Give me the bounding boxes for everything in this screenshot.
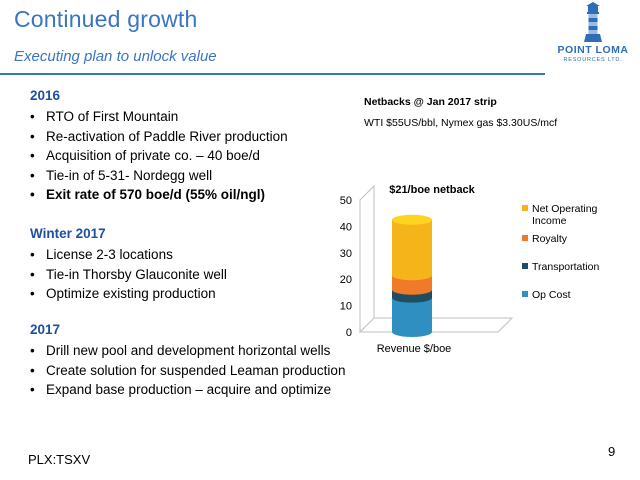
y-tick-label: 20	[340, 274, 352, 286]
chart-title: Netbacks @ Jan 2017 strip	[364, 96, 497, 108]
legend-label: Net Operating	[532, 203, 598, 215]
list-item: Optimize existing production	[30, 284, 227, 304]
list-item: Tie-in Thorsby Glauconite well	[30, 265, 227, 285]
legend-label: Transportation	[532, 261, 599, 273]
title-divider	[0, 73, 545, 75]
chart-floor	[358, 317, 514, 333]
company-logo: POINT LOMA RESOURCES LTD.	[550, 2, 636, 68]
y-tick-label: 10	[340, 301, 352, 313]
chart-walls	[359, 184, 512, 332]
list-item: Drill new pool and development horizonta…	[30, 341, 345, 361]
bar-segment	[392, 214, 432, 281]
logo-wordmark: POINT LOMA	[557, 44, 629, 56]
legend-label: Royalty	[532, 233, 568, 245]
netback-chart: 0 10 20 30 40 50 $21/boe netback Revenue $/boe N…	[340, 184, 600, 355]
list-item: Expand base production – acquire and opt…	[30, 380, 345, 400]
page-title: Continued growth	[14, 6, 198, 32]
y-tick-label: 50	[340, 195, 352, 207]
legend-swatch	[522, 263, 528, 269]
legend-swatch	[522, 291, 528, 297]
list-item: License 2-3 locations	[30, 245, 227, 265]
netback-annotation: $21/boe netback	[389, 184, 475, 196]
list-item: Create solution for suspended Leaman pro…	[30, 361, 345, 381]
legend-label: Income	[532, 215, 567, 227]
y-tick-label: 40	[340, 221, 352, 233]
legend-swatch	[522, 235, 528, 241]
page-number: 9	[608, 444, 616, 459]
section-heading-2017: 2017	[30, 322, 61, 337]
ticker-symbol: PLX:TSXV	[28, 452, 91, 467]
lighthouse-icon	[584, 2, 602, 42]
list-item: RTO of First Mountain	[30, 107, 288, 127]
list-item: Exit rate of 570 boe/d (55% oil/ngl)	[30, 185, 288, 205]
list-item: Acquisition of private co. – 40 boe/d	[30, 146, 288, 166]
legend-swatch	[522, 205, 528, 211]
logo-tagline: RESOURCES LTD.	[563, 57, 623, 63]
section-heading-2016: 2016	[30, 88, 61, 103]
y-tick-label: 30	[340, 248, 352, 260]
bullet-list-winter-2017: License 2-3 locations Tie-in Thorsby Gla…	[30, 245, 227, 304]
list-item: Tie-in of 5-31- Nordegg well	[30, 166, 288, 186]
legend-label: Op Cost	[532, 289, 571, 301]
y-tick-label: 0	[346, 327, 352, 339]
x-category-label: Revenue $/boe	[377, 343, 452, 355]
bullet-list-2017: Drill new pool and development horizonta…	[30, 341, 345, 400]
section-heading-winter-2017: Winter 2017	[30, 226, 106, 241]
list-item: Re-activation of Paddle River production	[30, 127, 288, 147]
bullet-list-2016: RTO of First Mountain Re-activation of P…	[30, 107, 288, 205]
page-subtitle: Executing plan to unlock value	[14, 48, 217, 65]
chart-subtitle: WTI $55US/bbl, Nymex gas $3.30US/mcf	[364, 117, 558, 129]
